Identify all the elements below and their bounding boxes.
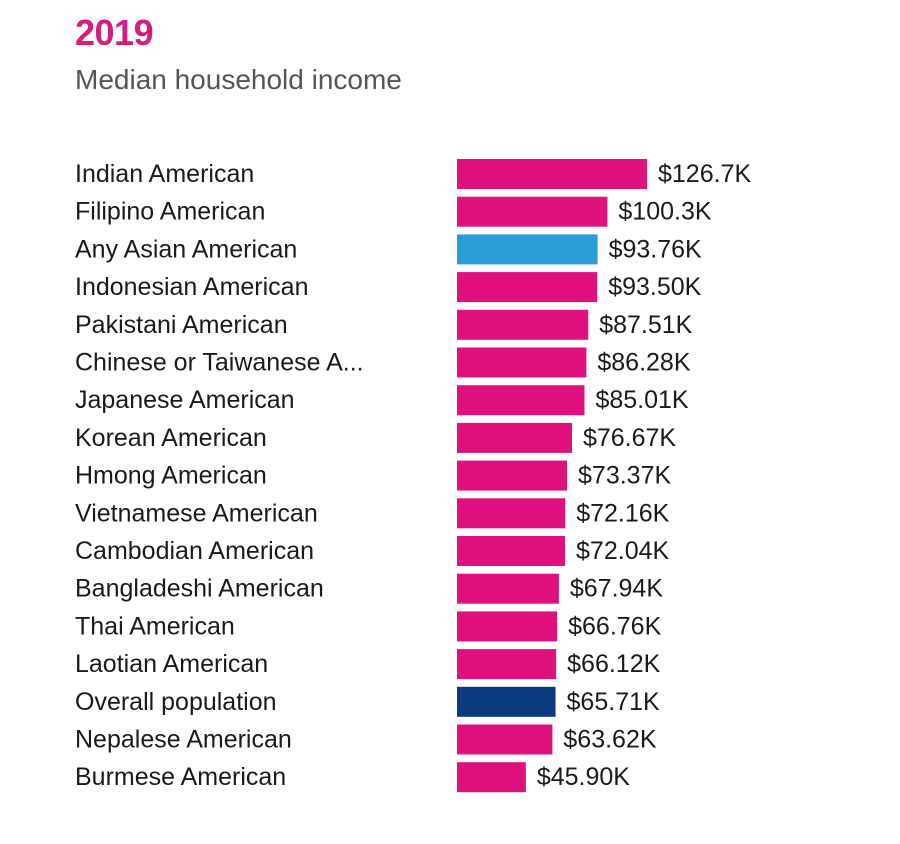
bar (457, 611, 558, 642)
bar (457, 536, 566, 566)
category-label: Vietnamese American (75, 499, 318, 527)
category-label: Overall population (75, 688, 277, 716)
bar (457, 347, 587, 378)
value-label: $63.62K (563, 726, 656, 754)
value-label: $67.94K (570, 575, 663, 603)
value-label: $76.67K (583, 424, 676, 452)
value-label: $72.16K (576, 499, 669, 527)
category-label: Indonesian American (75, 273, 308, 301)
bar (457, 422, 572, 453)
value-label: $126.7K (658, 160, 751, 188)
bar (457, 385, 585, 416)
category-label: Filipino American (75, 198, 265, 226)
bar (457, 309, 589, 340)
value-label: $86.28K (597, 349, 690, 377)
category-label: Pakistani American (75, 311, 288, 339)
bar (457, 460, 568, 491)
value-label: $66.12K (567, 650, 660, 678)
value-label: $100.3K (618, 198, 711, 226)
bar (457, 159, 647, 189)
category-label: Japanese American (75, 386, 295, 414)
value-label: $65.71K (567, 688, 660, 716)
value-label: $66.76K (568, 612, 661, 640)
bar (457, 196, 608, 227)
bar (457, 724, 553, 755)
value-label: $87.51K (599, 311, 692, 339)
value-label: $45.90K (537, 763, 630, 791)
bar (457, 649, 557, 680)
category-label: Chinese or Taiwanese A... (75, 349, 364, 377)
bar (457, 234, 598, 265)
bar (457, 762, 526, 793)
category-label: Thai American (75, 612, 235, 640)
bar (457, 686, 556, 717)
category-label: Laotian American (75, 650, 268, 678)
category-label: Burmese American (75, 763, 286, 791)
value-label: $93.76K (609, 235, 702, 263)
value-label: $85.01K (595, 386, 688, 414)
category-label: Cambodian American (75, 537, 314, 565)
value-label: $93.50K (608, 273, 701, 301)
bar (457, 573, 559, 604)
category-label: Bangladeshi American (75, 575, 324, 603)
chart-year-title: 2019 (75, 12, 154, 53)
chart-subtitle: Median household income (75, 64, 402, 95)
category-label: Hmong American (75, 462, 267, 490)
category-label: Indian American (75, 160, 254, 188)
category-label: Nepalese American (75, 726, 292, 754)
value-label: $73.37K (578, 462, 671, 490)
category-label: Any Asian American (75, 235, 297, 263)
category-label: Korean American (75, 424, 267, 452)
value-label: $72.04K (576, 537, 669, 565)
bar (457, 272, 598, 303)
bar (457, 498, 566, 529)
